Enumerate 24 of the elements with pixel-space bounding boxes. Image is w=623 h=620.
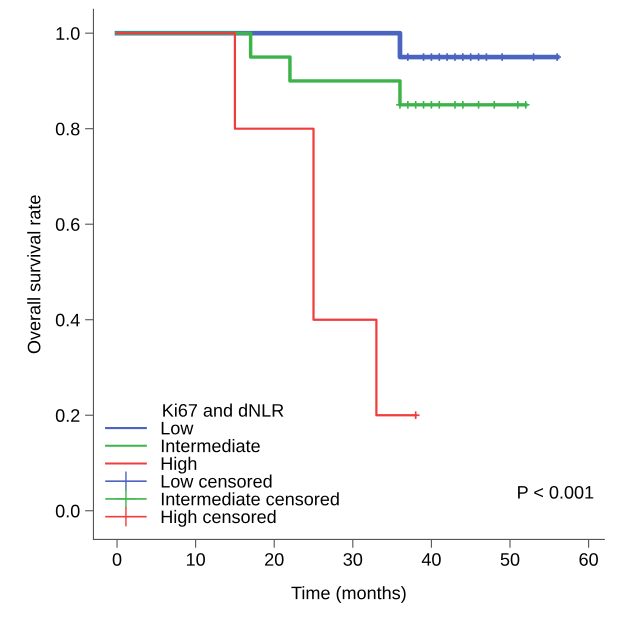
y-tick-label: 0.6 <box>56 218 80 231</box>
x-tick-label: 10 <box>186 553 205 566</box>
x-tick-label: 40 <box>422 553 441 566</box>
legend-title: Ki67 and dNLR <box>163 404 284 417</box>
x-axis-title: Time (months) <box>291 586 406 603</box>
point <box>411 410 420 420</box>
y-tick-label: 0.2 <box>56 409 80 422</box>
y-axis-title: Overall survival rate <box>27 195 40 354</box>
x-tick-label: 30 <box>343 553 362 566</box>
x-tick-label: 60 <box>579 553 598 566</box>
y-tick-label: 0.0 <box>56 504 80 518</box>
legend-label: Intermediate censored <box>162 492 339 506</box>
legend-label: High censored <box>162 510 276 527</box>
legend-label: Intermediate <box>162 438 260 452</box>
legend-label: High <box>162 456 196 474</box>
legend-label: Low censored <box>162 474 272 488</box>
y-tick-label: 0.8 <box>56 122 80 136</box>
legend-label: Low <box>162 422 194 435</box>
x-tick-label: 20 <box>265 553 284 566</box>
y-tick-label: 0.4 <box>56 314 80 326</box>
x-tick-label: 50 <box>500 553 520 566</box>
y-tick-label: 1.0 <box>56 27 80 40</box>
annotation: P < 0.001 <box>518 486 594 499</box>
x-tick-label: 0 <box>112 553 122 566</box>
